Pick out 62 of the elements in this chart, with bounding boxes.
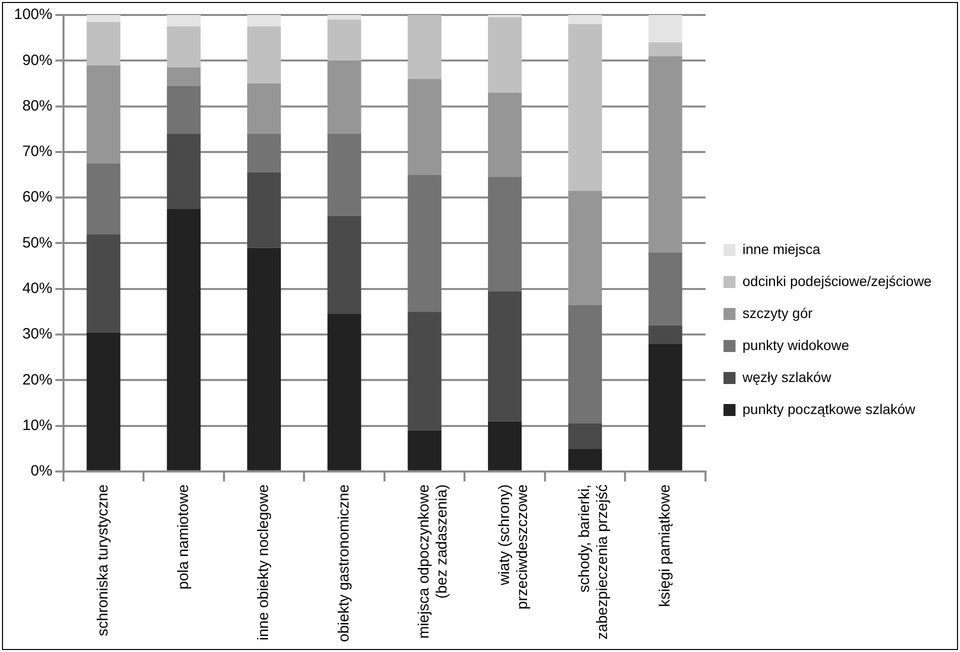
y-tick-label: 60% — [22, 188, 52, 206]
bar — [648, 42, 682, 56]
bar — [568, 15, 602, 24]
x-tick-label: pola namiotowe — [174, 484, 192, 590]
x-tick-label: księgi pamiątkowe — [656, 484, 674, 607]
bar — [408, 174, 442, 312]
legend-label: odcinki podejściowe/zejściowe — [742, 272, 932, 289]
bar — [166, 208, 201, 470]
bar — [86, 22, 120, 66]
bar — [327, 134, 362, 216]
y-tick-label: 10% — [22, 416, 52, 434]
bar — [327, 216, 362, 314]
bar — [327, 314, 362, 470]
bar — [86, 332, 120, 470]
bar — [488, 177, 522, 292]
bar — [648, 344, 682, 470]
x-tick-label: miejsca odpoczynkowe (bez zadaszenia) — [416, 484, 451, 639]
y-tick-label: 40% — [22, 280, 52, 297]
legend-label: punkty widokowe — [742, 336, 850, 353]
y-tick-label: 90% — [22, 52, 52, 69]
legend-label: punkty początkowe szlaków — [742, 400, 916, 417]
bar — [648, 325, 682, 344]
y-tick-label: 100% — [14, 6, 52, 24]
bar — [568, 423, 602, 449]
bar — [247, 134, 281, 172]
bar — [86, 163, 120, 234]
legend-label: inne miejsca — [742, 240, 821, 257]
bar — [568, 304, 602, 424]
bar — [568, 448, 602, 470]
bar — [568, 24, 602, 191]
bar — [247, 248, 281, 470]
x-tick-label: inne obiekty noclegowe — [255, 484, 272, 640]
y-tick-label: 0% — [30, 462, 52, 480]
bar — [247, 172, 281, 248]
x-tick-label: obiekty gastronomiczne — [335, 484, 352, 642]
bar — [166, 26, 201, 68]
bar — [86, 15, 120, 22]
legend-label: węzły szlaków — [742, 368, 832, 385]
bar — [488, 421, 522, 470]
y-tick-label: 80% — [22, 97, 52, 114]
bar — [247, 15, 281, 26]
bar — [166, 86, 201, 134]
bar — [488, 291, 522, 422]
x-tick-label: schroniska turystyczne — [94, 484, 112, 636]
bar — [488, 17, 522, 93]
y-tick-label: 20% — [22, 371, 52, 388]
bar — [648, 252, 682, 326]
bar — [247, 26, 281, 84]
bar — [327, 20, 362, 61]
bar — [166, 134, 201, 209]
bar — [86, 234, 120, 332]
y-tick-label: 30% — [22, 326, 52, 343]
y-tick-label: 50% — [22, 234, 52, 252]
y-tick-label: 70% — [22, 143, 52, 160]
bar — [327, 15, 362, 20]
bar — [408, 15, 442, 79]
bar — [408, 430, 442, 470]
bar — [166, 67, 201, 86]
bar — [166, 15, 201, 26]
legend-label: szczyty gór — [742, 304, 813, 321]
bar — [408, 312, 442, 430]
bar — [648, 15, 682, 42]
